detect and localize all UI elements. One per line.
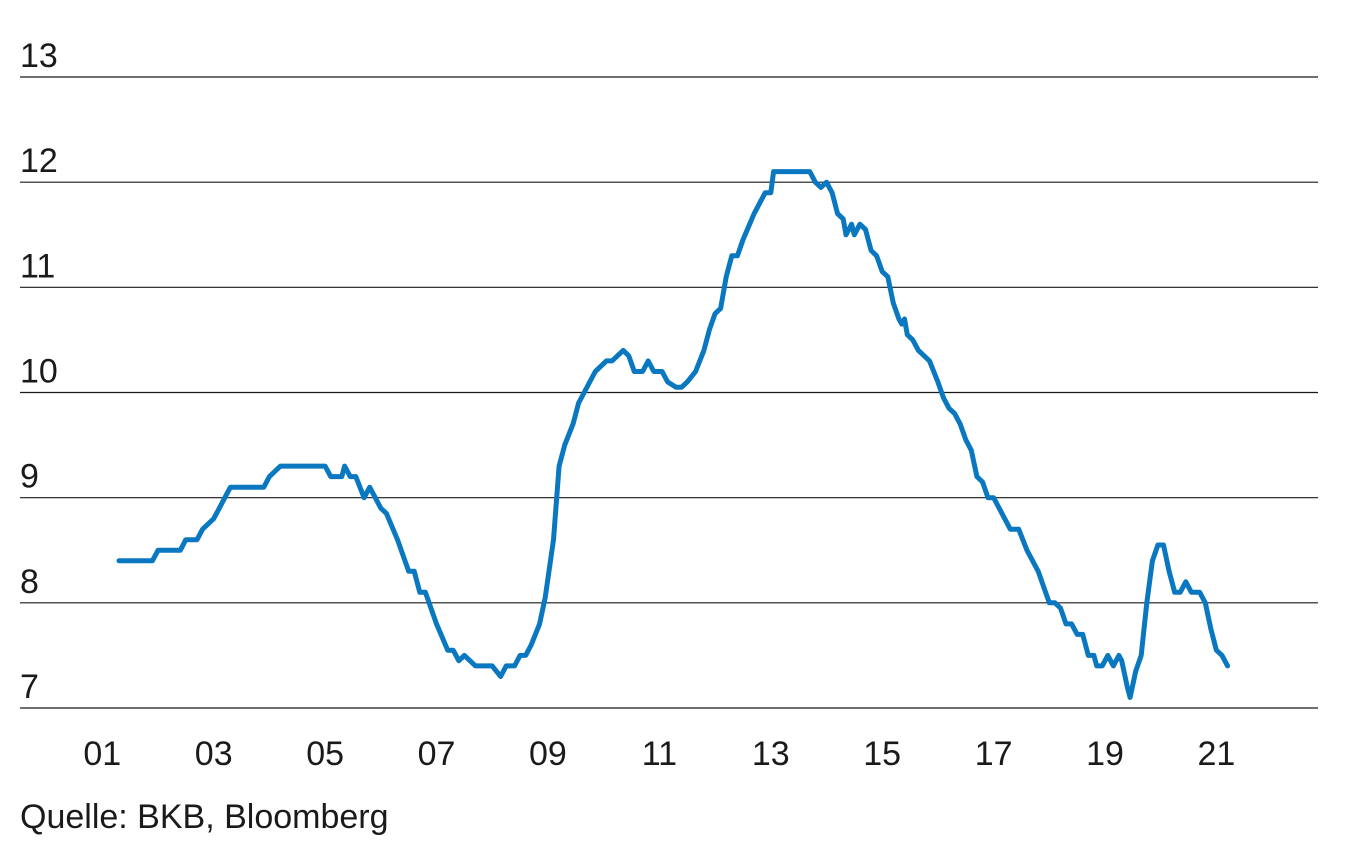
x-tick-label: 19 — [1086, 735, 1124, 773]
y-tick-label: 13 — [20, 37, 58, 75]
series-line-0 — [116, 169, 1231, 700]
x-tick-label: 21 — [1198, 735, 1236, 773]
source-note: Quelle: BKB, Bloomberg — [20, 798, 389, 836]
x-tick-label: 07 — [418, 735, 456, 773]
x-tick-label: 09 — [529, 735, 567, 773]
x-tick-label: 01 — [83, 735, 121, 773]
x-tick-label: 17 — [975, 735, 1013, 773]
x-tick-label: 13 — [752, 735, 790, 773]
x-tick-label: 11 — [642, 735, 677, 773]
x-tick-label: 05 — [306, 735, 344, 773]
y-tick-label: 9 — [20, 458, 39, 496]
y-tick-label: 11 — [20, 247, 55, 285]
y-tick-label: 8 — [20, 563, 39, 601]
series-group — [116, 169, 1231, 700]
y-axis-ticks: 7 8 9 10 11 12 13 — [20, 37, 58, 706]
gridlines — [20, 76, 1318, 709]
x-axis-ticks: 01 03 05 07 09 11 13 15 17 19 21 — [83, 735, 1235, 773]
y-tick-label: 10 — [20, 353, 58, 391]
x-tick-label: 03 — [195, 735, 233, 773]
y-tick-label: 7 — [20, 668, 39, 706]
x-tick-label: 15 — [863, 735, 901, 773]
y-tick-label: 12 — [20, 142, 58, 180]
